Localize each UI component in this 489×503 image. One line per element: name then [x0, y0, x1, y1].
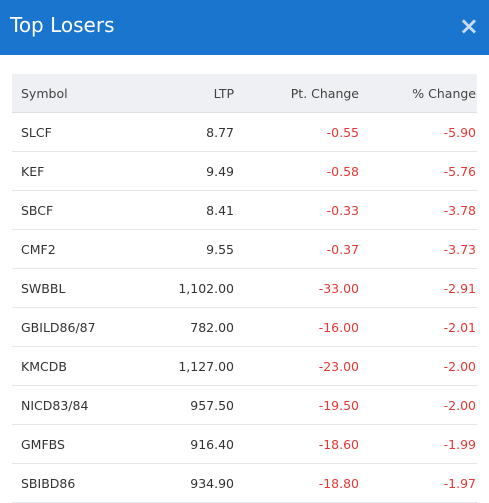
- column-header: % Change: [412, 85, 476, 101]
- cell: KMCDB: [21, 358, 67, 374]
- cell: -2.91: [443, 280, 476, 296]
- cell: 1,102.00: [178, 280, 234, 296]
- cell: -0.55: [326, 124, 359, 140]
- cell: 934.90: [190, 475, 234, 491]
- cell: SBCF: [21, 202, 54, 218]
- cell: -0.33: [326, 202, 359, 218]
- cell: SLCF: [21, 124, 52, 140]
- cell: 1,127.00: [178, 358, 234, 374]
- table-row: SLCF 8.77 -0.55 -5.90: [12, 113, 477, 152]
- column-header: Pt. Change: [290, 85, 359, 101]
- cell: -2.01: [443, 319, 476, 335]
- cell: -33.00: [318, 280, 359, 296]
- cell: GMFBS: [21, 436, 65, 452]
- close-button[interactable]: ×: [458, 12, 479, 40]
- modal-title: Top Losers: [10, 13, 115, 37]
- cell: -0.37: [326, 241, 359, 257]
- cell: -5.90: [443, 124, 476, 140]
- cell: -2.00: [443, 397, 476, 413]
- cell: -5.76: [443, 163, 476, 179]
- cell: 8.77: [206, 124, 234, 140]
- losers-table: Symbol LTP Pt. Change % Change SLCF 8.77 -0.55…: [12, 74, 477, 503]
- cell: GBILD86/87: [21, 319, 96, 335]
- cell: SBIBD86: [21, 475, 76, 491]
- table-row: KMCDB 1,127.00 -23.00 -2.00: [12, 347, 477, 386]
- cell: 9.49: [206, 163, 234, 179]
- cell: KEF: [21, 163, 45, 179]
- column-header: Symbol: [21, 85, 68, 101]
- table-row: NICD83/84 957.50 -19.50 -2.00: [12, 386, 477, 425]
- cell: 957.50: [190, 397, 234, 413]
- header-row: Symbol LTP Pt. Change % Change: [12, 74, 477, 113]
- cell: -1.99: [443, 436, 476, 452]
- cell: 8.41: [206, 202, 234, 218]
- cell: -1.97: [443, 475, 476, 491]
- cell: 9.55: [206, 241, 234, 257]
- cell: -18.80: [318, 475, 359, 491]
- table-row: CMF2 9.55 -0.37 -3.73: [12, 230, 477, 269]
- cell: -18.60: [318, 436, 359, 452]
- cell: -3.78: [443, 202, 476, 218]
- modal-header: Top Losers ×: [0, 0, 489, 55]
- cell: CMF2: [21, 241, 56, 257]
- table-row: KEF 9.49 -0.58 -5.76: [12, 152, 477, 191]
- cell: -19.50: [318, 397, 359, 413]
- table-row: SBCF 8.41 -0.33 -3.78: [12, 191, 477, 230]
- cell: 916.40: [190, 436, 234, 452]
- cell: 782.00: [190, 319, 234, 335]
- cell: -23.00: [318, 358, 359, 374]
- cell: -0.58: [326, 163, 359, 179]
- cell: NICD83/84: [21, 397, 89, 413]
- cell: -3.73: [443, 241, 476, 257]
- cell: -16.00: [318, 319, 359, 335]
- cell: SWBBL: [21, 280, 66, 296]
- cell: -2.00: [443, 358, 476, 374]
- column-header: LTP: [213, 85, 234, 101]
- table-row: GBILD86/87 782.00 -16.00 -2.01: [12, 308, 477, 347]
- table-row: GMFBS 916.40 -18.60 -1.99: [12, 425, 477, 464]
- table-row: SWBBL 1,102.00 -33.00 -2.91: [12, 269, 477, 308]
- table-row: SBIBD86 934.90 -18.80 -1.97: [12, 464, 477, 503]
